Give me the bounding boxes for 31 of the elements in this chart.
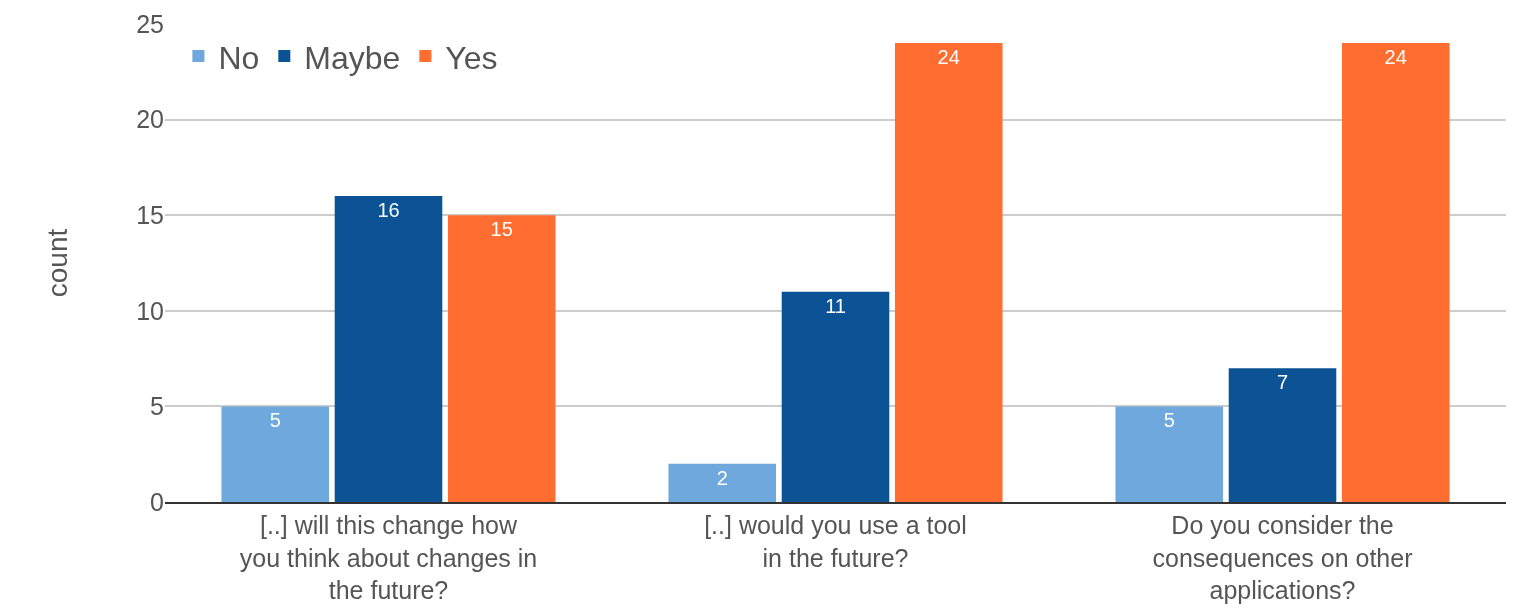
data-label: 24 bbox=[937, 46, 960, 69]
y-tick-label: 10 bbox=[136, 296, 164, 325]
legend-label: Maybe bbox=[304, 39, 401, 76]
bar bbox=[447, 215, 556, 502]
data-label: 2 bbox=[716, 466, 728, 489]
bar bbox=[221, 406, 330, 502]
bar bbox=[894, 43, 1003, 502]
x-tick-label: [..] will this change how you think about changes in the future? bbox=[239, 511, 538, 604]
legend-label: Yes bbox=[445, 39, 498, 76]
y-tick-label: 20 bbox=[136, 105, 164, 134]
bar bbox=[334, 196, 443, 502]
bar bbox=[1228, 368, 1337, 502]
bar bbox=[781, 291, 890, 502]
data-label: 15 bbox=[490, 218, 513, 241]
data-label: 5 bbox=[1163, 409, 1175, 432]
data-label: 11 bbox=[825, 294, 846, 317]
y-tick-label: 5 bbox=[150, 392, 164, 421]
bar bbox=[668, 463, 777, 502]
data-label: 16 bbox=[377, 199, 400, 222]
legend-label: No bbox=[218, 39, 260, 76]
x-tick-label: Do you consider the consequences on other applications? bbox=[1152, 511, 1413, 604]
data-label: 5 bbox=[269, 409, 281, 432]
data-label: 24 bbox=[1384, 46, 1407, 69]
y-tick-label: 15 bbox=[136, 200, 164, 229]
y-tick-label: 25 bbox=[136, 9, 164, 38]
y-tick-label: 0 bbox=[150, 487, 164, 516]
bar bbox=[1115, 406, 1224, 502]
y-axis-title: count bbox=[41, 228, 73, 298]
x-tick-label: [..] would you use a tool in the future? bbox=[704, 511, 967, 572]
data-label: 7 bbox=[1276, 371, 1289, 394]
bar bbox=[1341, 43, 1450, 502]
